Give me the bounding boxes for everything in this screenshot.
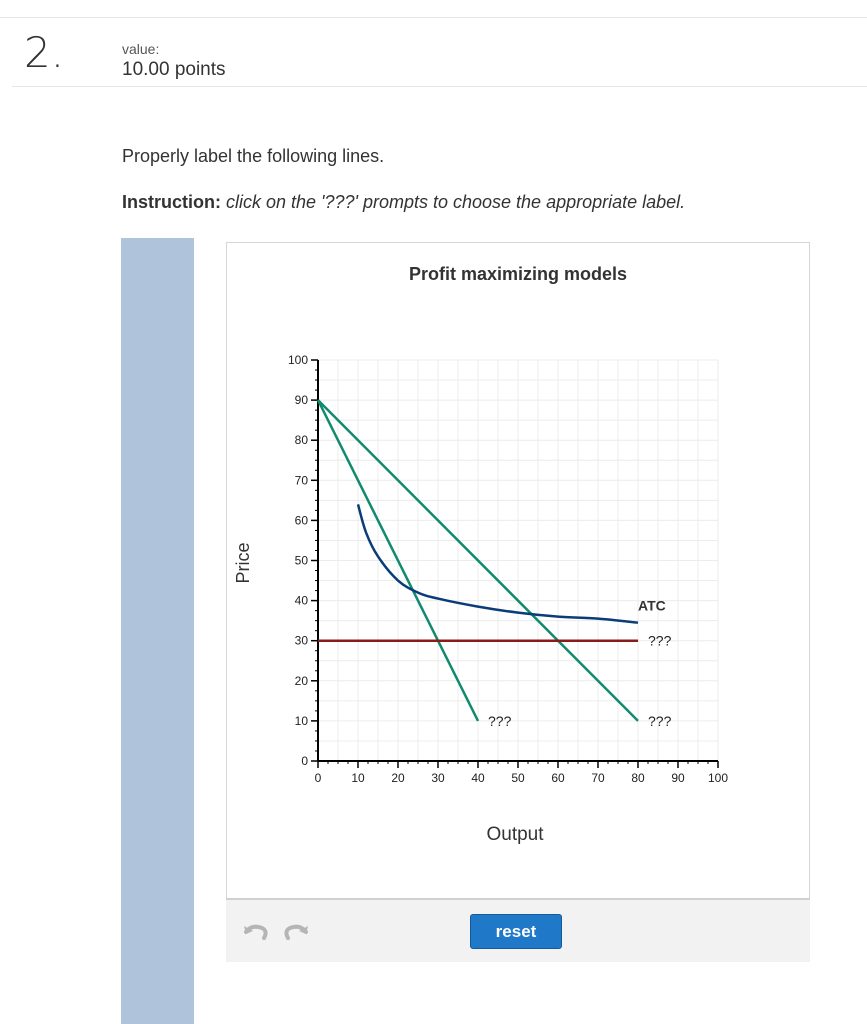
- x-tick-label: 50: [511, 771, 525, 785]
- x-tick-label: 0: [315, 771, 322, 785]
- value-label: value:: [122, 41, 160, 57]
- y-tick-label: 40: [295, 594, 309, 608]
- y-tick-label: 0: [301, 754, 308, 768]
- x-tick-label: 20: [391, 771, 405, 785]
- y-tick-label: 20: [295, 674, 309, 688]
- marginal-revenue-line: [316, 399, 480, 722]
- x-tick-label: 10: [351, 771, 365, 785]
- y-tick-label: 30: [295, 634, 309, 648]
- profit-chart: 0 10 20 30 40 50 60 70 80 90 100 0 10 20 30 40 50 60 70 80 9…: [233, 264, 728, 845]
- header-divider: [12, 86, 867, 87]
- instruction: Instruction: click on the '???' prompts …: [122, 192, 685, 213]
- demand-line-label[interactable]: ???: [648, 713, 672, 729]
- x-tick-label: 70: [591, 771, 605, 785]
- instruction-label: Instruction:: [122, 192, 221, 212]
- y-tick-label: 100: [288, 353, 308, 367]
- chart-panel: 0 10 20 30 40 50 60 70 80 90 100 0 10 20 30 40 50 60 70 80 9…: [226, 242, 810, 899]
- x-tick-label: 100: [708, 771, 728, 785]
- question-number: 2.: [24, 28, 65, 77]
- atc-curve-label: ATC: [638, 598, 666, 614]
- demand-line: [317, 399, 639, 722]
- y-tick-label: 10: [295, 714, 309, 728]
- chart-title: Profit maximizing models: [409, 264, 627, 284]
- x-tick-label: 30: [431, 771, 445, 785]
- y-tick-label: 80: [295, 433, 309, 447]
- y-tick-label: 90: [295, 393, 309, 407]
- reset-button[interactable]: reset: [470, 914, 562, 949]
- x-tick-label: 80: [631, 771, 645, 785]
- x-tick-label: 40: [471, 771, 485, 785]
- points-value: 10.00 points: [122, 59, 226, 80]
- instruction-text: click on the '???' prompts to choose the…: [226, 192, 686, 212]
- y-tick-label: 50: [295, 554, 309, 568]
- marginal-revenue-line-label[interactable]: ???: [488, 713, 512, 729]
- redo-icon[interactable]: [282, 920, 310, 944]
- question-prompt: Properly label the following lines.: [122, 146, 385, 166]
- x-tick-label: 90: [671, 771, 685, 785]
- graph-toolbar: reset: [226, 898, 810, 962]
- y-tick-label: 60: [295, 513, 309, 527]
- price-line-label[interactable]: ???: [648, 633, 672, 649]
- left-sidebar-panel: [121, 238, 194, 1024]
- y-axis-label: Price: [233, 542, 253, 583]
- top-divider: [0, 17, 867, 18]
- x-axis-label: Output: [486, 824, 544, 845]
- y-tick-label: 70: [295, 473, 309, 487]
- undo-icon[interactable]: [242, 920, 270, 944]
- x-tick-label: 60: [551, 771, 565, 785]
- atc-curve: [356, 504, 639, 624]
